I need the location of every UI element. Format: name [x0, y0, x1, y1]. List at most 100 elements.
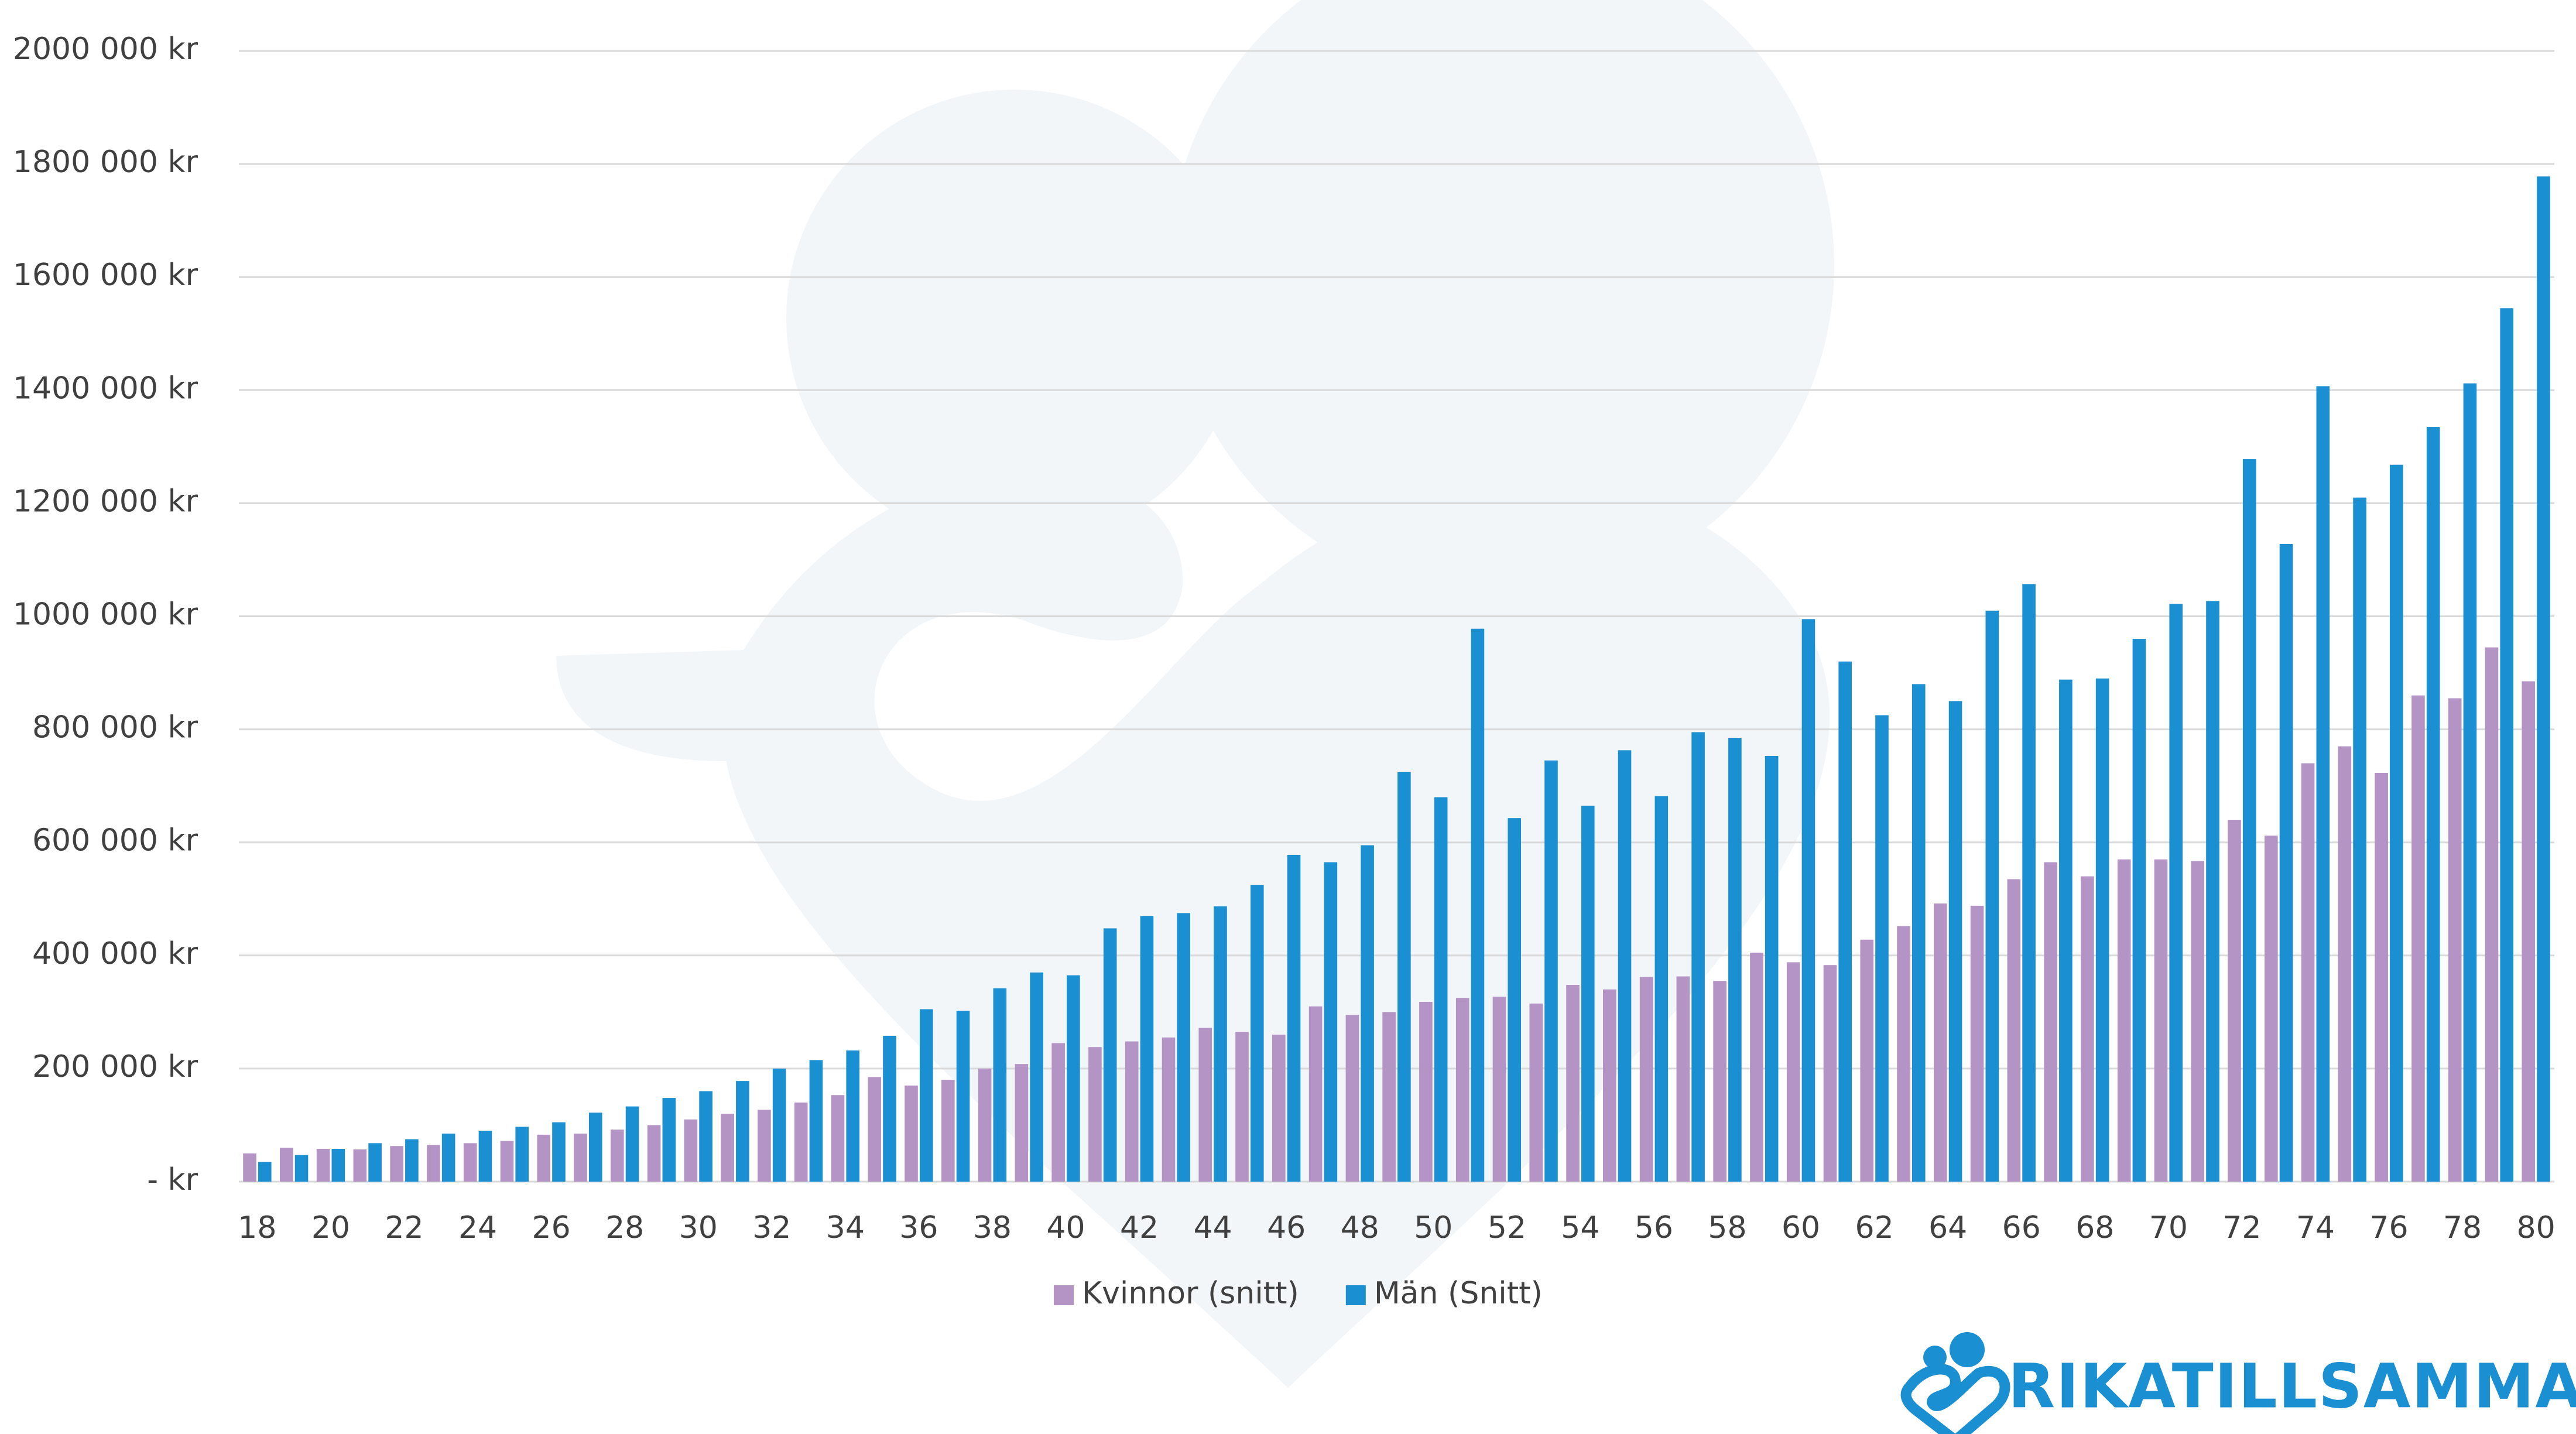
bar — [2301, 763, 2315, 1182]
bar — [736, 1081, 749, 1182]
bar — [1933, 903, 1947, 1182]
bar — [588, 1113, 602, 1182]
x-tick-label: 30 — [679, 1210, 718, 1245]
bar — [2154, 859, 2168, 1182]
bar — [2338, 746, 2352, 1182]
bar — [1051, 1043, 1065, 1182]
bar — [1566, 985, 1580, 1182]
bar — [1691, 732, 1705, 1182]
x-tick-label: 24 — [458, 1210, 497, 1245]
bar — [905, 1085, 918, 1182]
bar — [1272, 1034, 1286, 1182]
x-tick-label: 62 — [1855, 1210, 1894, 1245]
x-tick-label: 38 — [973, 1210, 1012, 1245]
bar — [978, 1068, 992, 1182]
x-tick-label: 66 — [2002, 1210, 2041, 1245]
y-tick-label: 200 000 kr — [32, 1049, 198, 1084]
x-tick-label: 76 — [2369, 1210, 2408, 1245]
x-tick-label: 46 — [1267, 1210, 1306, 1245]
x-tick-label: 48 — [1341, 1210, 1379, 1245]
x-tick-label: 40 — [1046, 1210, 1085, 1245]
bar — [2390, 464, 2403, 1182]
bar — [2095, 678, 2109, 1182]
bar — [1103, 928, 1117, 1182]
bar — [2132, 639, 2146, 1182]
bar — [515, 1127, 529, 1182]
bar — [2448, 698, 2462, 1182]
bar — [1654, 796, 1669, 1182]
x-tick-label: 44 — [1194, 1210, 1232, 1245]
bar — [1361, 845, 1374, 1182]
x-tick-label: 56 — [1635, 1210, 1673, 1245]
bar — [1581, 805, 1595, 1182]
bar — [1382, 1012, 1396, 1182]
bar — [868, 1077, 882, 1182]
bar — [1823, 965, 1837, 1182]
bar — [772, 1068, 786, 1182]
bar — [721, 1114, 734, 1182]
bar — [2485, 647, 2499, 1182]
bar — [2353, 497, 2366, 1182]
bar — [1838, 661, 1852, 1182]
bar — [1912, 684, 1926, 1182]
bar — [2522, 681, 2536, 1182]
bar — [441, 1133, 455, 1182]
bar — [2426, 427, 2440, 1182]
y-tick-label: 1600 000 kr — [13, 258, 198, 293]
y-tick-label: 800 000 kr — [32, 710, 198, 745]
bar — [537, 1134, 551, 1182]
bar — [2242, 459, 2256, 1182]
bar — [1713, 981, 1727, 1182]
bar — [1860, 939, 1874, 1182]
x-tick-label: 22 — [385, 1210, 423, 1245]
bar — [2117, 859, 2131, 1182]
bar — [1324, 862, 1338, 1182]
bar — [1088, 1047, 1102, 1182]
x-tick-label: 18 — [238, 1210, 276, 1245]
bar — [294, 1155, 309, 1182]
bar — [2463, 383, 2477, 1182]
x-tick-label: 20 — [311, 1210, 350, 1245]
x-tick-label: 54 — [1561, 1210, 1599, 1245]
bar — [405, 1139, 419, 1182]
bar — [2411, 695, 2425, 1182]
x-tick-label: 26 — [532, 1210, 571, 1245]
x-tick-label: 36 — [899, 1210, 938, 1245]
bar — [883, 1035, 896, 1182]
bar — [1750, 952, 1763, 1182]
bar — [1508, 818, 1522, 1182]
bar — [574, 1133, 587, 1182]
y-tick-label: 1200 000 kr — [13, 484, 198, 519]
bar — [353, 1149, 367, 1182]
bar — [647, 1125, 661, 1182]
bar — [2169, 604, 2183, 1182]
bar — [316, 1149, 330, 1182]
bar — [1015, 1064, 1029, 1182]
bar — [2228, 820, 2241, 1182]
bar — [500, 1141, 514, 1182]
bar — [2022, 584, 2036, 1182]
bar — [243, 1153, 256, 1182]
x-tick-label: 78 — [2443, 1210, 2482, 1245]
bar — [1397, 772, 1411, 1182]
legend-swatch — [1345, 1285, 1366, 1305]
y-tick-label: 1400 000 kr — [13, 371, 198, 406]
bar — [1030, 972, 1043, 1182]
bar — [2264, 836, 2278, 1182]
bar — [1287, 854, 1301, 1182]
bar — [956, 1011, 970, 1182]
bar — [1455, 998, 1469, 1182]
bar — [2059, 679, 2073, 1182]
bar — [1765, 755, 1779, 1182]
bar — [831, 1095, 845, 1182]
bar — [2206, 601, 2219, 1182]
y-tick-label: 2000 000 kr — [13, 32, 198, 67]
bar — [1985, 610, 1999, 1182]
bar — [610, 1130, 624, 1182]
bar — [1639, 977, 1653, 1182]
bar — [2081, 876, 2094, 1182]
y-tick-label: 1800 000 kr — [13, 145, 198, 180]
bar — [758, 1110, 771, 1182]
brand-name: RIKATILLSAMMANS — [2008, 1350, 2576, 1422]
